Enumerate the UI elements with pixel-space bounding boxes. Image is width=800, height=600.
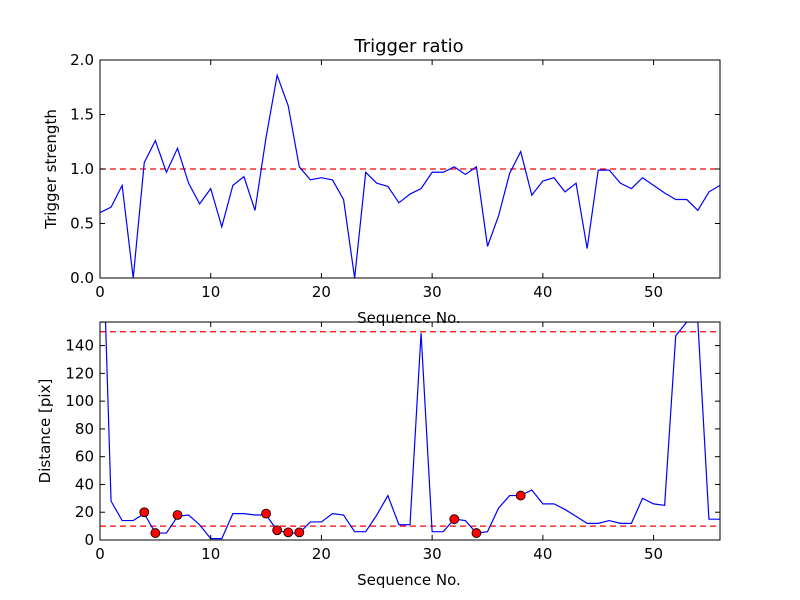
y-tick-label: 1.5 — [70, 106, 94, 124]
y-tick-label: 120 — [65, 364, 94, 382]
x-axis-label: Sequence No. — [357, 571, 461, 589]
y-tick-label: 0.5 — [70, 215, 94, 233]
y-tick-label: 1.0 — [70, 160, 94, 178]
data-marker — [294, 527, 305, 538]
y-tick-label: 80 — [75, 420, 94, 438]
x-tick-label: 10 — [201, 545, 220, 563]
x-tick-label: 0 — [95, 545, 105, 563]
x-tick-label: 30 — [423, 545, 442, 563]
y-tick-label: 20 — [75, 503, 94, 521]
data-marker — [515, 490, 526, 501]
y-tick-label: 0 — [84, 531, 94, 549]
x-axis-label: Sequence No. — [357, 309, 461, 327]
x-tick-label: 0 — [95, 283, 105, 301]
y-tick-label: 2.0 — [70, 51, 94, 69]
y-tick-label: 140 — [65, 337, 94, 355]
y-tick-label: 100 — [65, 392, 94, 410]
data-marker — [283, 527, 294, 538]
data-marker — [449, 514, 460, 525]
series-line — [100, 72, 720, 278]
y-axis-label: Distance [pix] — [36, 379, 54, 484]
trigger-ratio-chart: Trigger ratio 0 10 20 30 40 50 0.0 0.5 1.0 1.5 2.0… — [42, 36, 721, 327]
data-marker — [272, 525, 283, 536]
y-tick-label: 40 — [75, 475, 94, 493]
x-tick-label: 50 — [644, 283, 663, 301]
data-marker — [172, 510, 183, 520]
x-tick-label: 10 — [201, 283, 220, 301]
x-tick-label: 50 — [644, 545, 663, 563]
y-axis-label: Trigger strength — [42, 109, 60, 230]
series-line — [100, 322, 720, 540]
x-tick-label: 40 — [533, 283, 552, 301]
y-tick-label: 60 — [75, 448, 94, 466]
x-tick-label: 20 — [312, 283, 331, 301]
data-marker — [139, 507, 150, 518]
axes-frame — [99, 321, 721, 541]
y-tick-label: 0.0 — [70, 269, 94, 287]
x-tick-label: 20 — [312, 545, 331, 563]
data-marker — [150, 528, 161, 538]
chart-title: Trigger ratio — [353, 36, 463, 57]
data-marker — [471, 528, 482, 538]
plot-area: 0 10 20 30 40 50 0.0 0.5 1.0 1.5 2.0 — [70, 51, 721, 301]
plot-area: 0 10 20 30 40 50 0 20 40 60 80 100 120 140 — [65, 321, 721, 563]
data-marker — [261, 508, 271, 519]
distance-chart: 0 10 20 30 40 50 0 20 40 60 80 100 120 140 Sequence N… — [36, 321, 721, 589]
x-tick-label: 30 — [423, 283, 442, 301]
x-tick-label: 40 — [533, 545, 552, 563]
